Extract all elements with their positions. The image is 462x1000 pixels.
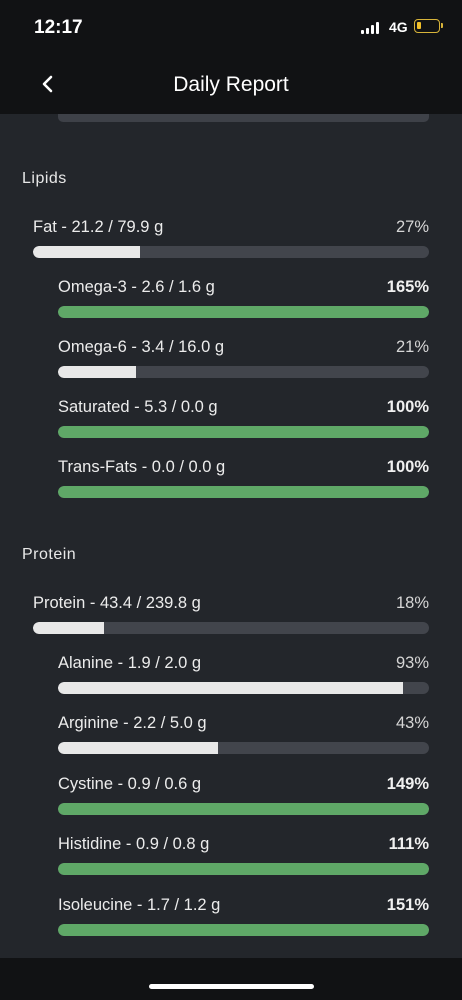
report-content[interactable]: Lipids Fat - 21.2 / 79.9 g 27% Omega-3 -… <box>0 114 462 958</box>
status-bar: 12:17 4G <box>0 0 462 56</box>
nutrient-label: Histidine - 0.9 / 0.8 g <box>58 835 210 853</box>
nutrient-label: Fat - 21.2 / 79.9 g <box>33 218 164 236</box>
nutrient-label: Alanine - 1.9 / 2.0 g <box>58 654 202 672</box>
nutrient-label: Isoleucine - 1.7 / 1.2 g <box>58 896 221 914</box>
section-title-lipids: Lipids <box>22 170 67 187</box>
nutrient-percent: 149% <box>386 775 429 793</box>
progress-fill <box>33 622 105 634</box>
progress-track <box>58 742 429 754</box>
nutrient-percent: 43% <box>395 714 429 732</box>
progress-fill <box>58 803 429 815</box>
nutrient-percent: 21% <box>395 338 429 356</box>
progress-fill <box>58 486 429 498</box>
back-button[interactable] <box>36 72 60 96</box>
progress-fill <box>58 426 429 438</box>
nutrient-label: Cystine - 0.9 / 0.6 g <box>58 775 202 793</box>
nutrient-percent: 100% <box>386 458 429 476</box>
nutrient-label: Arginine - 2.2 / 5.0 g <box>58 714 207 732</box>
progress-fill <box>58 924 429 936</box>
progress-track <box>58 803 429 815</box>
nutrient-percent: 165% <box>386 278 429 296</box>
progress-fill <box>58 742 218 754</box>
previous-progress-bar <box>58 114 429 122</box>
page-title: Daily Report <box>173 73 289 96</box>
nutrient-percent: 18% <box>395 594 429 612</box>
progress-track <box>58 306 429 318</box>
progress-track <box>58 486 429 498</box>
nutrient-label: Trans-Fats - 0.0 / 0.0 g <box>58 458 226 476</box>
bottom-safe-area <box>0 958 462 1000</box>
chevron-left-icon <box>42 75 53 93</box>
progress-fill <box>58 366 136 378</box>
network-type: 4G <box>389 19 408 35</box>
status-time: 12:17 <box>34 17 83 38</box>
progress-fill <box>33 246 140 258</box>
progress-track <box>33 622 429 634</box>
home-indicator[interactable] <box>149 984 314 989</box>
nav-bar: Daily Report <box>0 56 462 114</box>
nutrient-label: Saturated - 5.3 / 0.0 g <box>58 398 218 416</box>
section-title-protein: Protein <box>22 546 77 563</box>
battery-icon <box>414 19 443 33</box>
nutrient-label: Omega-6 - 3.4 / 16.0 g <box>58 338 225 356</box>
nutrient-percent: 27% <box>395 218 429 236</box>
progress-fill <box>58 682 404 694</box>
progress-track <box>33 246 429 258</box>
progress-track <box>58 682 429 694</box>
nutrient-percent: 93% <box>395 654 429 672</box>
progress-track <box>58 863 429 875</box>
signal-icon <box>361 22 381 34</box>
nutrient-percent: 100% <box>386 398 429 416</box>
nutrient-percent: 151% <box>386 896 429 914</box>
progress-track <box>58 426 429 438</box>
progress-fill <box>58 863 429 875</box>
nutrient-percent: 111% <box>388 835 429 853</box>
progress-fill <box>58 306 429 318</box>
nutrient-label: Omega-3 - 2.6 / 1.6 g <box>58 278 215 296</box>
progress-track <box>58 366 429 378</box>
nutrient-label: Protein - 43.4 / 239.8 g <box>33 594 201 612</box>
progress-track <box>58 924 429 936</box>
